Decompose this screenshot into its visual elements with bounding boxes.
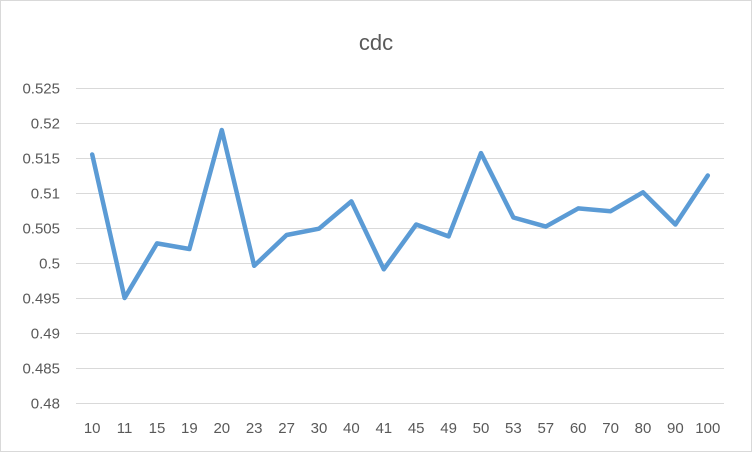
x-tick-label: 90 (667, 420, 684, 437)
y-tick-label: 0.495 (22, 291, 60, 308)
y-tick-label: 0.485 (22, 361, 60, 378)
x-tick-label: 10 (84, 420, 101, 437)
x-tick-label: 50 (473, 420, 490, 437)
y-tick-label: 0.505 (22, 221, 60, 238)
x-tick-label: 15 (149, 420, 166, 437)
x-tick-label: 23 (246, 420, 263, 437)
y-tick-label: 0.515 (22, 151, 60, 168)
series-layer (89, 127, 711, 301)
x-tick-label: 27 (278, 420, 295, 437)
y-tick-label: 0.5 (39, 256, 60, 273)
x-tick-label: 70 (602, 420, 619, 437)
gridlines (76, 88, 724, 404)
y-tick-label: 0.525 (22, 81, 60, 98)
x-tick-label: 49 (440, 420, 457, 437)
y-tick-label: 0.49 (31, 326, 60, 343)
y-axis-tick-labels: 0.48 0.485 0.49 0.495 0.5 0.505 0.51 0.515 0.52 0… (22, 81, 60, 413)
x-axis-tick-labels: 10 11 15 19 20 23 27 30 40 41 45 49 50 53 57 60 70 80 90 10… (84, 420, 720, 437)
x-tick-label: 60 (570, 420, 587, 437)
y-tick-label: 0.48 (31, 396, 60, 413)
y-tick-label: 0.52 (31, 116, 60, 133)
x-tick-label: 41 (375, 420, 392, 437)
series-line (89, 127, 711, 301)
x-tick-label: 40 (343, 420, 360, 437)
x-tick-label: 19 (181, 420, 198, 437)
x-tick-label: 53 (505, 420, 522, 437)
x-tick-label: 45 (408, 420, 425, 437)
x-tick-label: 30 (311, 420, 328, 437)
x-tick-label: 80 (635, 420, 652, 437)
x-tick-label: 20 (213, 420, 230, 437)
chart-title: cdc (359, 30, 393, 55)
x-tick-label: 100 (695, 420, 720, 437)
y-tick-label: 0.51 (31, 186, 60, 203)
x-tick-label: 57 (537, 420, 554, 437)
x-tick-label: 11 (117, 420, 133, 437)
